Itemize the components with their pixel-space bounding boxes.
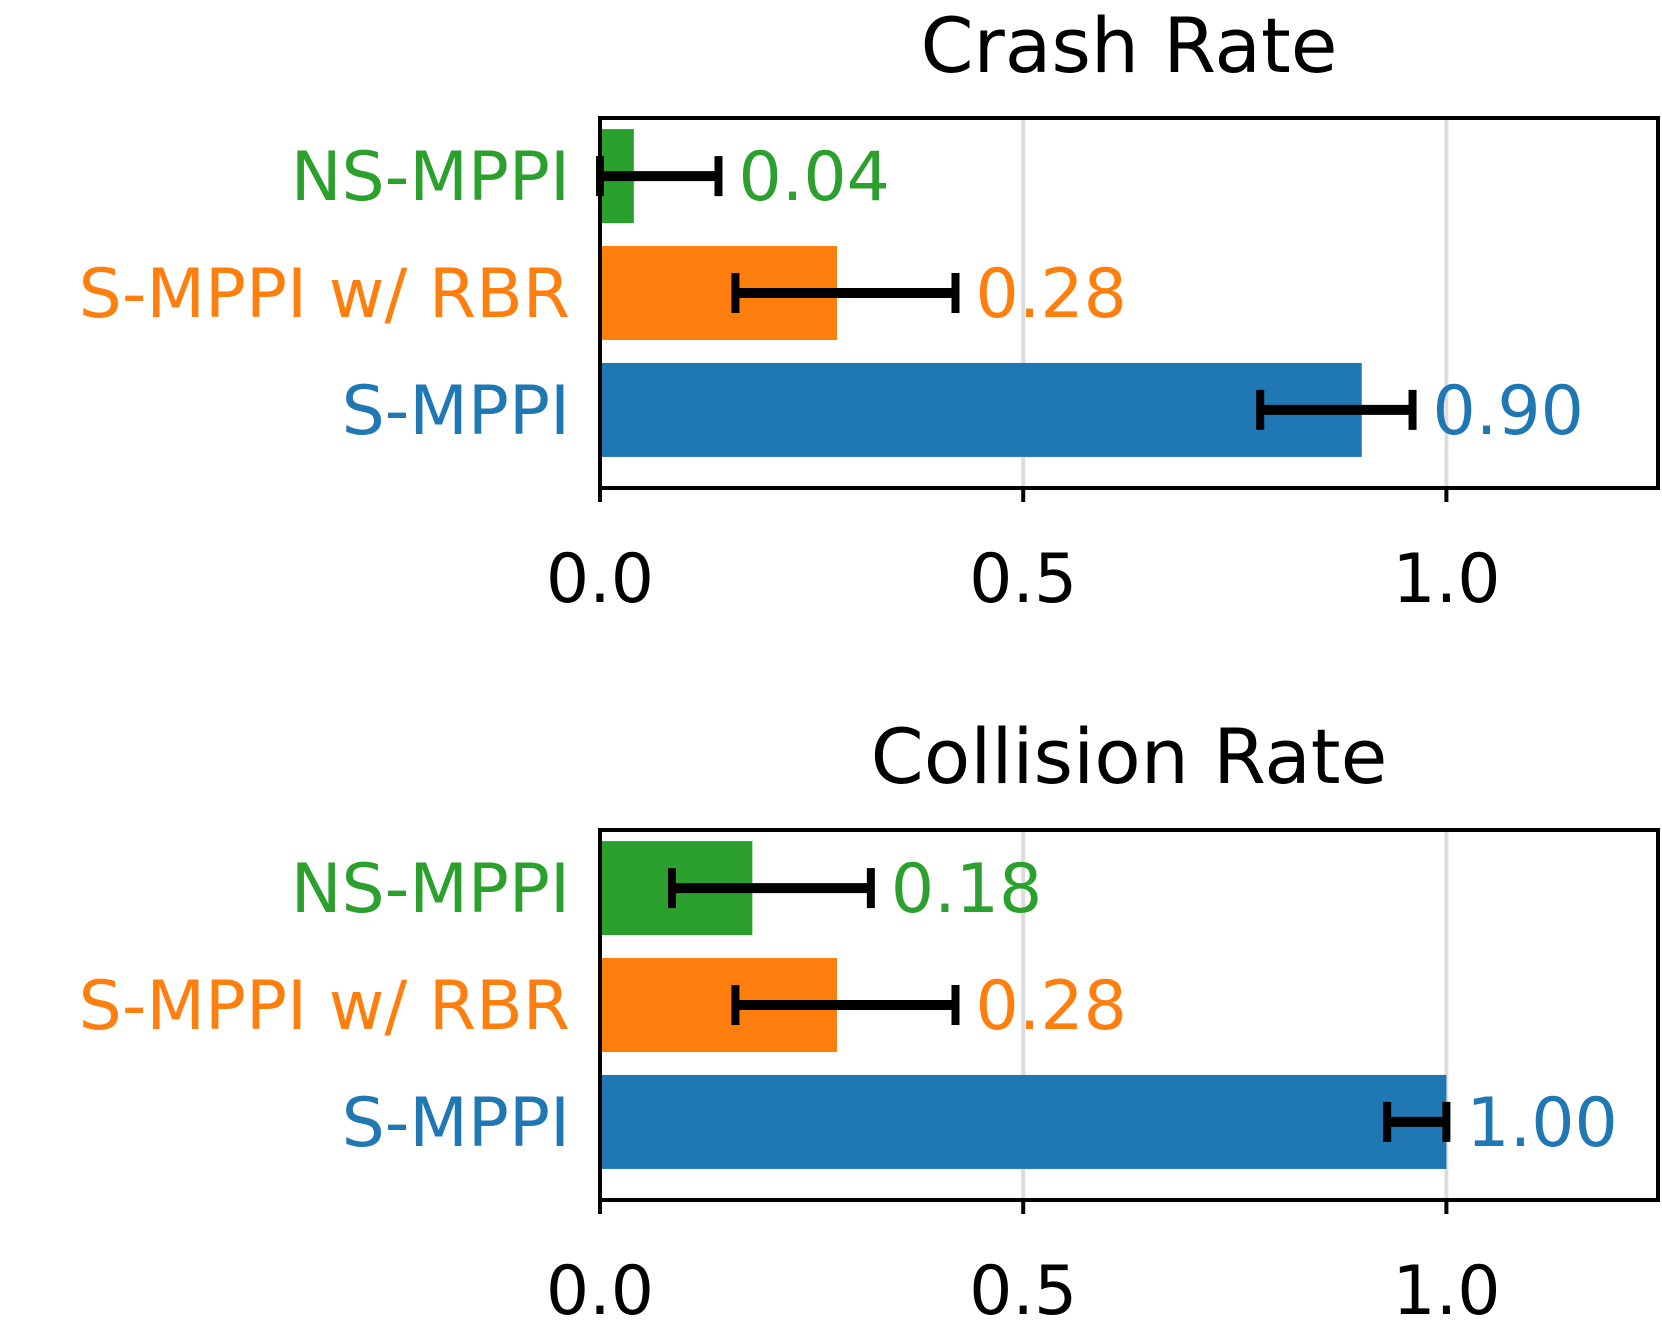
x-tick-label: 0.0 (546, 540, 654, 619)
x-tick-label: 1.0 (1392, 540, 1500, 619)
value-label: 0.28 (975, 967, 1126, 1046)
value-label: 1.00 (1466, 1084, 1617, 1163)
axes-frame (598, 116, 1660, 490)
category-label: NS-MPPI (291, 138, 570, 217)
x-tick-label: 1.0 (1392, 1252, 1500, 1330)
value-label: 0.18 (891, 850, 1042, 929)
chart-title: Crash Rate (920, 1, 1337, 90)
value-label: 0.28 (975, 255, 1126, 334)
x-tick-label: 0.0 (546, 1252, 654, 1330)
x-tick-label: 0.5 (969, 540, 1077, 619)
chart-title: Collision Rate (871, 712, 1388, 801)
value-label: 0.04 (738, 138, 889, 217)
category-label: S-MPPI w/ RBR (79, 967, 570, 1046)
axes-frame (598, 828, 1660, 1202)
bar-3 (600, 1074, 1447, 1169)
category-label: S-MPPI (342, 1084, 570, 1163)
chart-panel-2: Collision Rate NS-MPPI 0.18 S-MPPI w/ RBR 0.… (79, 712, 1660, 1330)
value-label: 0.90 (1433, 372, 1584, 451)
bar-3 (600, 362, 1362, 457)
x-tick-label: 0.5 (969, 1252, 1077, 1330)
category-label: NS-MPPI (291, 850, 570, 929)
chart-panel-1: Crash Rate NS-MPPI 0.04 S-MPPI w/ RBR 0.28 S-… (79, 1, 1660, 619)
category-label: S-MPPI w/ RBR (79, 255, 570, 334)
category-label: S-MPPI (342, 372, 570, 451)
